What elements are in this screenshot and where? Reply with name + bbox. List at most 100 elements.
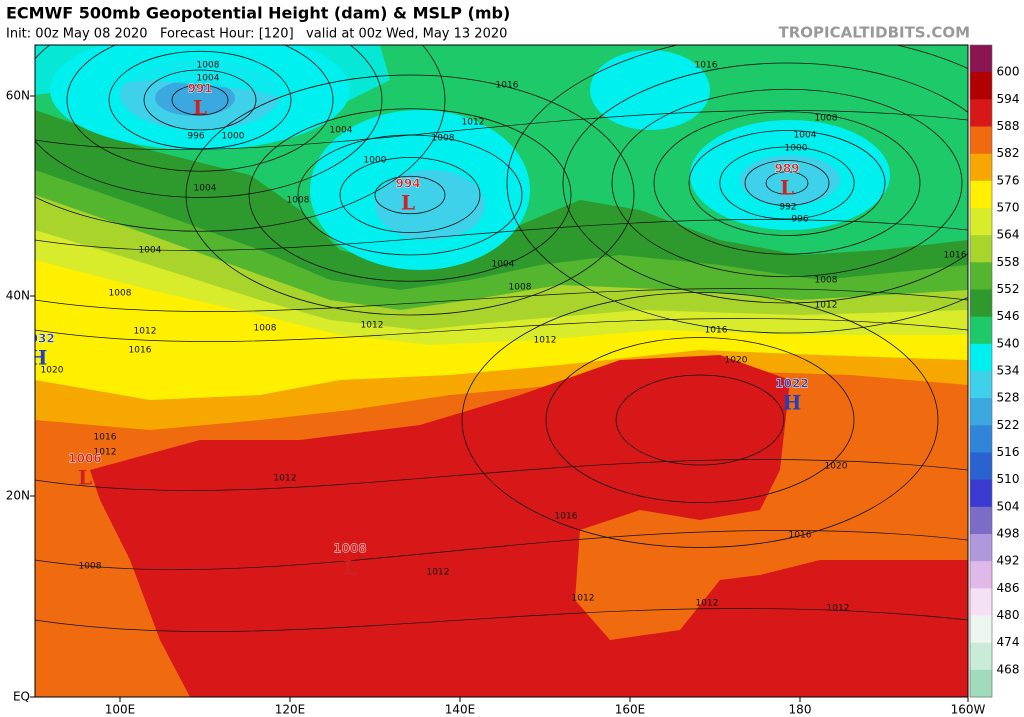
lon-label: 120E [275, 703, 306, 717]
colorbar-label: 576 [997, 173, 1020, 187]
contour-label: 1008 [815, 276, 838, 286]
isobar [35, 318, 968, 342]
center-value: 1006 [68, 452, 101, 466]
contour-label: 996 [187, 132, 204, 142]
colorbar-swatch [970, 506, 992, 535]
isobar [35, 110, 968, 150]
isobar [765, 171, 809, 195]
contour-label: 1012 [427, 568, 450, 578]
colorbar-label: 558 [997, 255, 1020, 269]
colorbar-swatch [970, 99, 992, 127]
lat-label: 60N [6, 89, 30, 103]
colorbar-label: 474 [997, 635, 1020, 649]
colorbar-swatch [970, 316, 992, 345]
contour-label: 1016 [94, 433, 117, 443]
colorbar-label: 552 [997, 282, 1020, 296]
isobar [248, 108, 572, 282]
colorbar-swatch [970, 479, 992, 508]
isobar [143, 69, 257, 131]
colorbar-swatch [970, 371, 992, 399]
colorbar-frame [969, 44, 993, 698]
center-value: 1008 [333, 542, 366, 556]
contour-label: 1016 [944, 251, 967, 261]
center-letter: L [193, 96, 207, 120]
contour-label: 1012 [572, 594, 595, 604]
contour-label: 1020 [825, 462, 848, 472]
height-band [90, 355, 968, 697]
colorbar-label: 564 [997, 228, 1020, 242]
colorbar-label: 570 [997, 201, 1020, 215]
center-value: 989 [774, 162, 799, 176]
colorbar-swatch [970, 180, 992, 209]
colorbar-label: 492 [997, 554, 1020, 568]
map: 1008 1004 996 1000 1004 1000 1008 1012 1016 1016 1… [29, 45, 968, 697]
contour-label: 1012 [534, 336, 557, 346]
isobar [461, 292, 939, 548]
isobar [35, 288, 968, 312]
lon-label: 180 [789, 703, 812, 717]
colorbar-label: 468 [997, 662, 1020, 676]
contour-label: 1008 [254, 324, 277, 334]
isobar [506, 45, 968, 334]
lon-label: 160E [615, 703, 646, 717]
contour-label: 1016 [555, 512, 578, 522]
colorbar-swatch [970, 452, 992, 481]
isobar [545, 337, 855, 503]
watermark: TROPICALTIDBITS.COM [779, 24, 971, 42]
colorbar-swatch [970, 398, 992, 426]
contour-label: 1016 [705, 326, 728, 336]
contour-label: 1012 [827, 604, 850, 614]
colorbar-label: 498 [997, 527, 1020, 541]
isobar [374, 175, 446, 215]
colorbar-swatch [970, 561, 992, 589]
contour-label: 1008 [287, 196, 310, 206]
contour-label: 1004 [139, 246, 162, 256]
isobar [35, 459, 968, 491]
colorbar-swatch [970, 642, 992, 671]
colorbar-swatch [970, 153, 992, 182]
colorbar-label: 486 [997, 581, 1020, 595]
isobar [35, 530, 968, 570]
contour-label: 1004 [330, 126, 353, 136]
lat-label: 20N [6, 489, 30, 503]
contour-label: 1000 [785, 144, 808, 154]
contour-label: 1012 [361, 321, 384, 331]
isobar [744, 160, 830, 206]
colorbar-label: 534 [997, 364, 1020, 378]
contour-label: 992 [779, 203, 796, 213]
isobar [339, 157, 481, 233]
contour-label: 1012 [696, 599, 719, 609]
colorbar-label: 480 [997, 608, 1020, 622]
contour-label: 1012 [134, 327, 157, 337]
isobar [615, 374, 785, 466]
colorbar-swatch [970, 262, 992, 290]
colorbar-label: 528 [997, 391, 1020, 405]
contour-label: 1016 [695, 61, 718, 71]
contour-label: 1008 [109, 289, 132, 299]
contour-label: 1020 [725, 356, 748, 366]
colorbar-label: 588 [997, 119, 1020, 133]
contour-label: 1000 [222, 132, 245, 142]
contour-label: 1008 [509, 283, 532, 293]
title: ECMWF 500mb Geopotential Height (dam) & … [6, 4, 510, 23]
isobar [611, 88, 963, 278]
contour-label: 1016 [789, 531, 812, 541]
colorbar-swatch [970, 343, 992, 372]
colorbar-swatch [970, 534, 992, 562]
colorbar-label: 600 [997, 65, 1020, 79]
contour-label: 1020 [41, 366, 64, 376]
center-letter: H [29, 346, 48, 370]
isobar [66, 45, 334, 172]
isobar [171, 84, 229, 116]
center-value: 994 [395, 177, 420, 191]
isobar [35, 45, 446, 232]
low-area [35, 45, 390, 110]
lon-label: 100E [105, 703, 136, 717]
subtitle: Init: 00z May 08 2020 Forecast Hour: [12… [6, 27, 507, 42]
center-value: 991 [187, 82, 212, 96]
low-area [375, 170, 485, 240]
colorbar-swatch [970, 425, 992, 453]
colorbar-label: 510 [997, 472, 1020, 486]
isobar [108, 50, 292, 150]
